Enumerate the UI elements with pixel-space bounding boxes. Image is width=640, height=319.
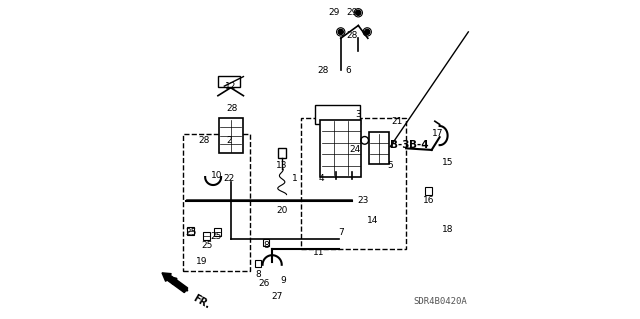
Bar — [369, 132, 389, 164]
Bar — [425, 188, 432, 195]
Text: 5: 5 — [387, 161, 393, 170]
Text: 1: 1 — [292, 174, 298, 183]
Text: 14: 14 — [367, 216, 378, 225]
Text: 25: 25 — [185, 228, 196, 237]
Text: 8: 8 — [263, 241, 269, 250]
Text: 19: 19 — [196, 257, 208, 266]
Text: 6: 6 — [346, 66, 351, 75]
Text: 29: 29 — [329, 8, 340, 17]
Text: 20: 20 — [276, 206, 287, 215]
Text: 2: 2 — [227, 136, 232, 145]
Text: 28: 28 — [317, 66, 329, 75]
Text: 16: 16 — [422, 197, 434, 205]
Text: B-3: B-3 — [390, 140, 410, 150]
Text: 23: 23 — [357, 197, 369, 205]
Circle shape — [338, 29, 343, 34]
Text: 25: 25 — [201, 241, 212, 250]
Text: 28: 28 — [346, 31, 358, 40]
Text: 24: 24 — [349, 145, 361, 154]
Text: 25: 25 — [211, 232, 222, 241]
Bar — [214, 228, 221, 236]
Bar — [255, 260, 261, 267]
Text: 8: 8 — [255, 270, 260, 279]
Text: 3: 3 — [355, 110, 361, 119]
Circle shape — [365, 29, 370, 34]
Text: 4: 4 — [319, 174, 324, 183]
Bar — [188, 227, 195, 235]
Text: 13: 13 — [276, 161, 287, 170]
Bar — [262, 239, 269, 246]
Text: 12: 12 — [225, 82, 236, 91]
Bar — [219, 118, 243, 153]
Bar — [204, 232, 211, 240]
Text: 29: 29 — [346, 8, 358, 17]
Bar — [183, 134, 250, 271]
Bar — [278, 148, 285, 158]
Text: 21: 21 — [391, 117, 403, 126]
Text: 7: 7 — [338, 228, 344, 237]
FancyArrow shape — [162, 273, 188, 293]
Bar — [218, 76, 240, 87]
Bar — [301, 118, 406, 249]
Text: FR.: FR. — [191, 293, 211, 311]
Text: 28: 28 — [227, 104, 238, 113]
Text: 27: 27 — [271, 292, 283, 301]
Text: 22: 22 — [223, 174, 235, 183]
Text: 10: 10 — [211, 171, 222, 180]
Text: SDR4B0420A: SDR4B0420A — [413, 297, 467, 306]
Text: 15: 15 — [442, 158, 453, 167]
Text: 28: 28 — [198, 136, 209, 145]
Bar — [316, 105, 360, 124]
Text: 18: 18 — [442, 225, 453, 234]
Text: 9: 9 — [280, 276, 286, 285]
Bar — [320, 120, 362, 177]
Text: 26: 26 — [259, 279, 270, 288]
Text: 17: 17 — [432, 130, 444, 138]
Text: B-4: B-4 — [410, 140, 429, 150]
Text: 11: 11 — [313, 248, 324, 256]
Circle shape — [356, 10, 361, 15]
